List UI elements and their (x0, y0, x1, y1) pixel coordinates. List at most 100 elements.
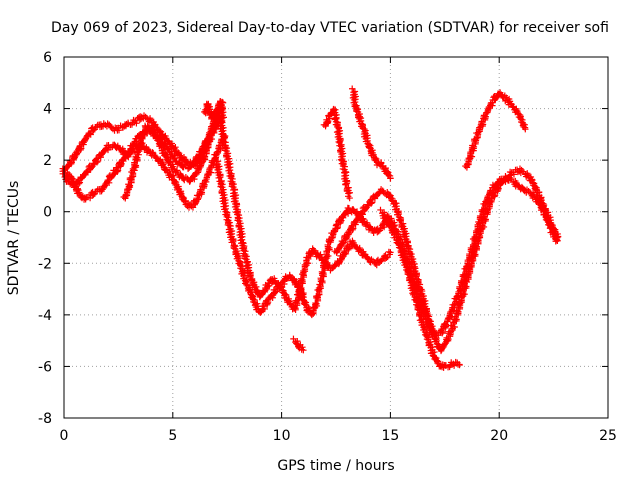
data-point (377, 206, 384, 214)
data-point (299, 276, 306, 284)
data-point (218, 118, 225, 126)
data-point (320, 269, 327, 277)
data-point (173, 167, 181, 174)
data-point (466, 263, 474, 270)
data-point (128, 174, 135, 181)
data-point (509, 103, 516, 110)
data-point (221, 147, 229, 154)
data-point (404, 271, 412, 278)
data-point (396, 217, 404, 225)
x-axis-label: GPS time / hours (277, 458, 394, 474)
data-point (320, 260, 328, 268)
data-point (387, 174, 394, 182)
data-point (59, 170, 66, 178)
data-point (313, 300, 320, 307)
series-track-6 (211, 155, 307, 316)
data-point (541, 206, 548, 213)
axis-ticks: 0 5 10 15 20 25 -8 -6 -4 -2 0 2 4 6 (38, 50, 617, 444)
data-point (456, 298, 464, 306)
data-point (465, 271, 472, 278)
data-point (451, 323, 458, 331)
data-point (453, 316, 460, 323)
data-point (128, 168, 135, 176)
data-point (245, 272, 253, 280)
x-tick-label: 15 (381, 428, 399, 444)
data-point (78, 145, 85, 152)
data-point (532, 186, 539, 193)
data-point (215, 174, 222, 182)
data-point (388, 197, 395, 204)
x-tick-label: 5 (168, 428, 177, 444)
data-point (359, 211, 366, 218)
data-point (207, 169, 215, 176)
data-point (286, 300, 294, 307)
data-point (528, 176, 535, 183)
data-point (346, 194, 353, 202)
y-tick-label: -2 (38, 256, 52, 272)
data-point (414, 306, 421, 313)
data-point (426, 320, 433, 327)
data-point (294, 284, 302, 291)
data-point (293, 297, 301, 304)
data-point (181, 197, 188, 204)
data-point (213, 149, 221, 156)
data-point (461, 290, 468, 298)
data-point (408, 257, 415, 265)
data-point (234, 217, 241, 224)
data-point (300, 346, 307, 354)
data-marks (59, 85, 562, 371)
y-tick-label: 4 (43, 102, 52, 118)
data-point (334, 223, 341, 231)
data-point (114, 167, 122, 174)
data-point (223, 152, 230, 159)
data-point (171, 180, 179, 188)
data-point (134, 147, 141, 155)
data-point (356, 246, 363, 253)
data-point (156, 141, 164, 148)
data-point (389, 227, 396, 235)
series-track-9 (377, 206, 463, 371)
series-track-10 (462, 89, 529, 171)
series-track-13 (290, 335, 307, 354)
data-point (171, 154, 179, 162)
data-point (551, 228, 558, 235)
series-track-4 (120, 99, 227, 202)
data-point (217, 183, 224, 190)
data-point (417, 289, 424, 297)
data-point (290, 335, 297, 343)
y-tick-label: -8 (38, 411, 52, 427)
data-point (554, 237, 561, 245)
data-point (212, 121, 220, 129)
data-point (554, 233, 562, 241)
data-point (146, 116, 154, 123)
data-point (301, 261, 309, 269)
data-point (162, 166, 169, 173)
x-tick-label: 0 (60, 428, 69, 444)
data-point (406, 275, 413, 283)
data-point (479, 121, 487, 128)
data-point (105, 179, 113, 187)
data-point (154, 137, 161, 144)
data-point (465, 155, 472, 162)
data-point (301, 301, 308, 308)
data-point (205, 105, 212, 113)
data-point (156, 127, 164, 135)
data-point (522, 126, 529, 133)
data-point (164, 137, 172, 145)
data-point (172, 147, 179, 155)
data-point (387, 249, 394, 256)
series-track-8 (331, 165, 562, 355)
data-point (468, 257, 475, 264)
data-point (540, 201, 548, 209)
data-point (174, 185, 181, 192)
data-point (523, 171, 531, 178)
data-point (472, 251, 479, 258)
y-tick-label: -6 (38, 359, 52, 375)
data-point (222, 199, 229, 207)
data-point (211, 155, 219, 162)
data-point (300, 267, 307, 275)
data-point (342, 250, 350, 258)
data-point (434, 359, 441, 367)
data-point (220, 114, 228, 121)
